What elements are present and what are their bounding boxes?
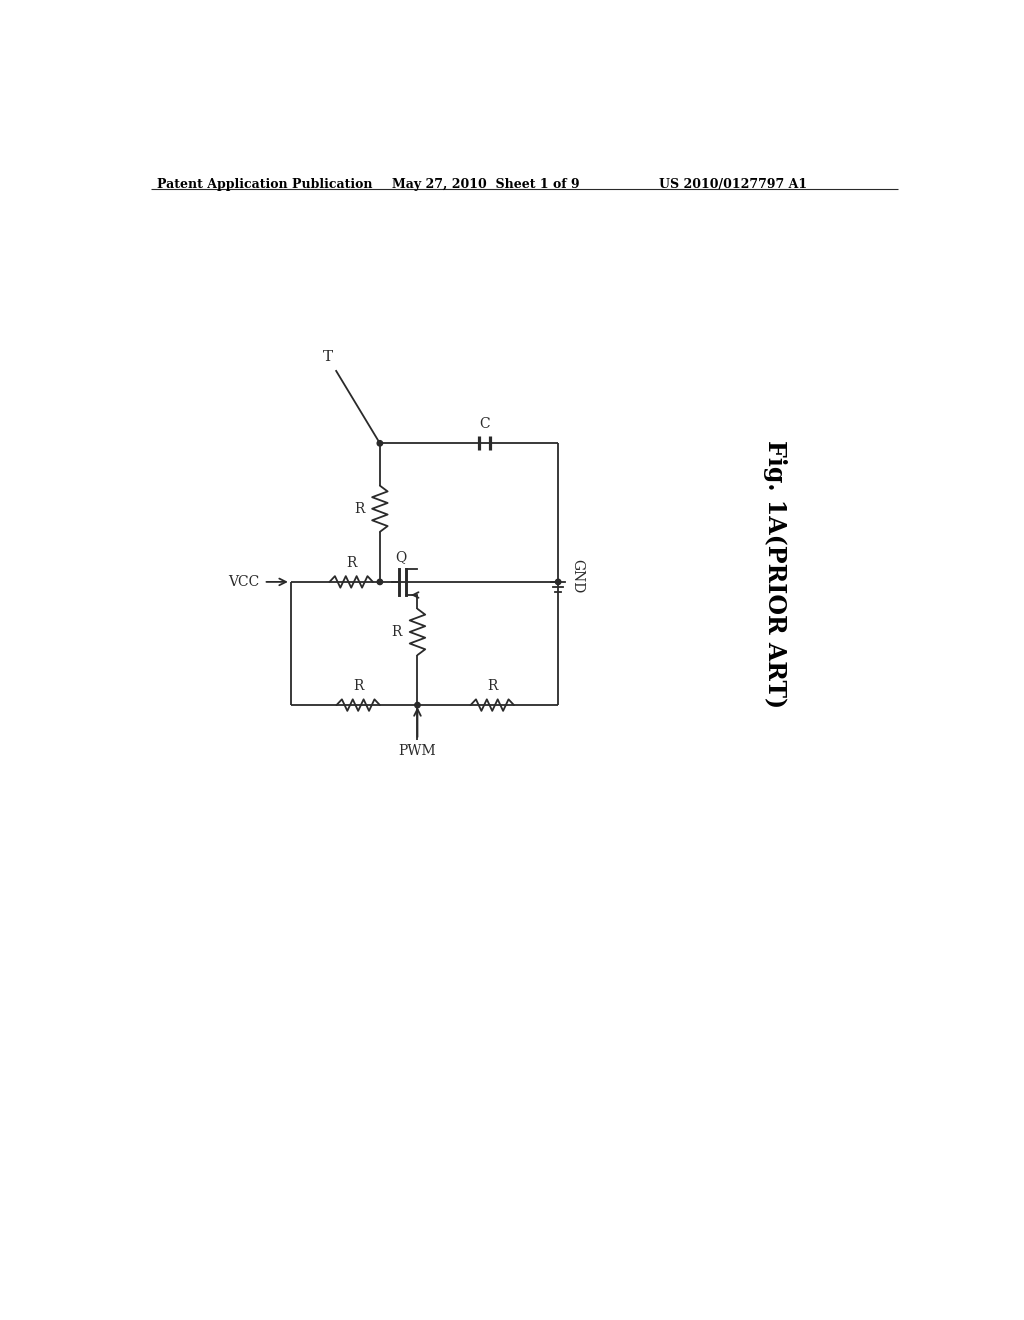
- Text: Fig. 1A(PRIOR ART): Fig. 1A(PRIOR ART): [763, 440, 787, 709]
- Text: R: R: [354, 502, 365, 516]
- Text: VCC: VCC: [228, 576, 260, 589]
- Circle shape: [415, 702, 420, 708]
- Circle shape: [555, 579, 561, 585]
- Text: PWM: PWM: [398, 744, 436, 759]
- Text: T: T: [323, 350, 333, 364]
- Text: C: C: [479, 417, 489, 432]
- Text: R: R: [487, 678, 498, 693]
- Text: Patent Application Publication: Patent Application Publication: [158, 178, 373, 190]
- Circle shape: [377, 441, 383, 446]
- Text: R: R: [346, 556, 356, 570]
- Circle shape: [377, 579, 383, 585]
- Text: US 2010/0127797 A1: US 2010/0127797 A1: [658, 178, 807, 190]
- Text: GND: GND: [569, 558, 584, 593]
- Text: May 27, 2010  Sheet 1 of 9: May 27, 2010 Sheet 1 of 9: [391, 178, 580, 190]
- Text: Q: Q: [395, 550, 407, 564]
- Text: R: R: [353, 678, 364, 693]
- Text: R: R: [391, 624, 402, 639]
